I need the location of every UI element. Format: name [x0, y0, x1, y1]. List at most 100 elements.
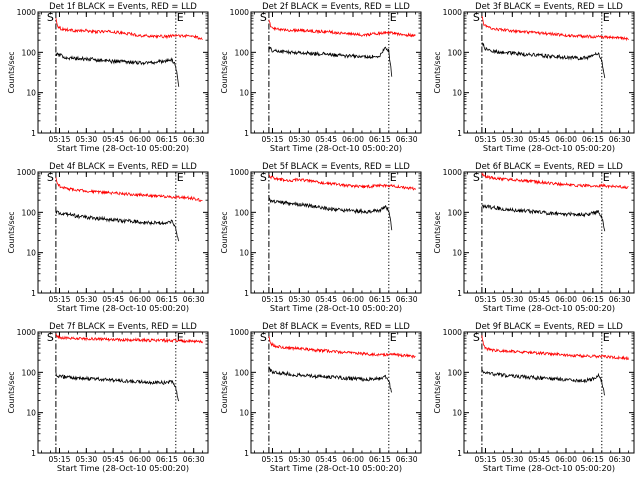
series-line-events [481, 42, 606, 79]
x-tick-label: 06:15 [156, 295, 178, 304]
series-line-lld [481, 172, 629, 190]
series-line-events [268, 366, 393, 393]
x-tick-label: 05:15 [49, 135, 71, 144]
x-tick-label: 05:15 [262, 295, 284, 304]
plot-frame [463, 11, 635, 134]
y-tick-label: 10 [452, 89, 462, 98]
marker-label-s: S [473, 171, 480, 184]
y-axis-label: Counts/sec [220, 212, 229, 254]
y-tick-label: 1 [457, 449, 462, 458]
panel-title: Det 5f BLACK = Events, RED = LLD [262, 161, 410, 171]
panel-title: Det 8f BLACK = Events, RED = LLD [262, 321, 410, 331]
panel-det-9: Det 9f BLACK = Events, RED = LLD 1 10 100 10… [433, 321, 635, 473]
x-tick-label: 05:45 [528, 135, 550, 144]
x-tick-label: 05:15 [475, 135, 497, 144]
panel-det-3: Det 3f BLACK = Events, RED = LLD 1 10 100 10… [433, 1, 635, 153]
plot-frame [37, 171, 209, 294]
x-tick-label: 05:15 [475, 455, 497, 464]
plot-frame [250, 171, 422, 294]
series-line-events [55, 52, 180, 87]
y-tick-label: 1 [244, 129, 249, 138]
x-tick-label: 05:30 [75, 135, 97, 144]
marker-label-e: E [390, 11, 397, 24]
panel-title: Det 3f BLACK = Events, RED = LLD [475, 1, 623, 11]
x-axis-label: Start Time (28-Oct-10 05:00:20) [57, 303, 189, 313]
x-tick-label: 06:00 [555, 135, 577, 144]
series-line-lld [268, 19, 416, 38]
x-tick-label: 06:00 [129, 135, 151, 144]
x-tick-label: 05:15 [262, 135, 284, 144]
series-line-events [481, 369, 606, 396]
x-tick-label: 06:30 [396, 135, 418, 144]
x-tick-label: 05:30 [288, 455, 310, 464]
y-tick-label: 10 [239, 249, 249, 258]
y-axis-label: Counts/sec [220, 372, 229, 414]
x-axis-label: Start Time (28-Oct-10 05:00:20) [270, 463, 402, 473]
x-tick-label: 06:15 [582, 295, 604, 304]
panel-det-5: Det 5f BLACK = Events, RED = LLD 1 10 100 10… [220, 161, 422, 313]
x-tick-label: 06:15 [369, 135, 391, 144]
marker-label-e: E [603, 331, 610, 344]
y-tick-label: 10 [239, 409, 249, 418]
y-tick-label: 1 [31, 289, 36, 298]
panel-title: Det 1f BLACK = Events, RED = LLD [49, 1, 197, 11]
series-line-events [268, 45, 393, 77]
panel-det-2: Det 2f BLACK = Events, RED = LLD 1 10 100 10… [220, 1, 422, 153]
y-tick-label: 100 [235, 368, 250, 377]
marker-label-s: S [47, 331, 54, 344]
x-axis-label: Start Time (28-Oct-10 05:00:20) [270, 303, 402, 313]
plot-frame [37, 11, 209, 134]
y-tick-label: 10 [26, 249, 36, 258]
x-axis-label: Start Time (28-Oct-10 05:00:20) [483, 303, 615, 313]
x-tick-label: 06:00 [342, 455, 364, 464]
panel-det-7: Det 7f BLACK = Events, RED = LLD 1 10 100 10… [7, 321, 209, 473]
panel-title: Det 6f BLACK = Events, RED = LLD [475, 161, 623, 171]
x-tick-label: 05:15 [262, 455, 284, 464]
y-tick-label: 100 [448, 48, 463, 57]
marker-label-s: S [260, 11, 267, 24]
x-axis-label: Start Time (28-Oct-10 05:00:20) [57, 463, 189, 473]
y-tick-label: 100 [235, 48, 250, 57]
plot-frame [463, 331, 635, 454]
marker-label-s: S [47, 171, 54, 184]
y-axis-label: Counts/sec [7, 212, 16, 254]
x-tick-label: 06:00 [129, 295, 151, 304]
panel-det-4: Det 4f BLACK = Events, RED = LLD 1 10 100 10… [7, 161, 209, 313]
x-axis-label: Start Time (28-Oct-10 05:00:20) [483, 143, 615, 153]
series-line-events [268, 197, 393, 231]
y-tick-label: 100 [235, 208, 250, 217]
x-tick-label: 05:45 [315, 455, 337, 464]
marker-label-s: S [260, 171, 267, 184]
y-tick-label: 1 [457, 289, 462, 298]
x-tick-label: 06:30 [396, 295, 418, 304]
x-tick-label: 05:30 [75, 455, 97, 464]
y-axis-label: Counts/sec [433, 212, 442, 254]
series-line-events [55, 210, 180, 242]
marker-label-s: S [473, 331, 480, 344]
marker-label-e: E [177, 171, 184, 184]
y-tick-label: 1 [244, 449, 249, 458]
y-tick-label: 1000 [230, 168, 249, 177]
panel-title: Det 7f BLACK = Events, RED = LLD [49, 321, 197, 331]
marker-label-s: S [260, 331, 267, 344]
y-tick-label: 100 [448, 208, 463, 217]
y-tick-label: 100 [22, 368, 37, 377]
y-axis-label: Counts/sec [7, 52, 16, 94]
plot-frame [37, 331, 209, 454]
x-tick-label: 05:30 [288, 135, 310, 144]
x-tick-label: 06:15 [369, 295, 391, 304]
plot-frame [463, 171, 635, 294]
series-line-lld [481, 16, 629, 42]
series-line-lld [268, 336, 416, 359]
x-tick-label: 06:15 [582, 455, 604, 464]
x-tick-label: 05:45 [102, 135, 124, 144]
y-axis-label: Counts/sec [220, 52, 229, 94]
x-axis-label: Start Time (28-Oct-10 05:00:20) [270, 143, 402, 153]
y-tick-label: 1 [244, 289, 249, 298]
marker-label-e: E [603, 11, 610, 24]
y-tick-label: 10 [452, 249, 462, 258]
panel-det-8: Det 8f BLACK = Events, RED = LLD 1 10 100 10… [220, 321, 422, 473]
x-tick-label: 06:15 [582, 135, 604, 144]
marker-label-e: E [177, 11, 184, 24]
y-tick-label: 100 [448, 368, 463, 377]
